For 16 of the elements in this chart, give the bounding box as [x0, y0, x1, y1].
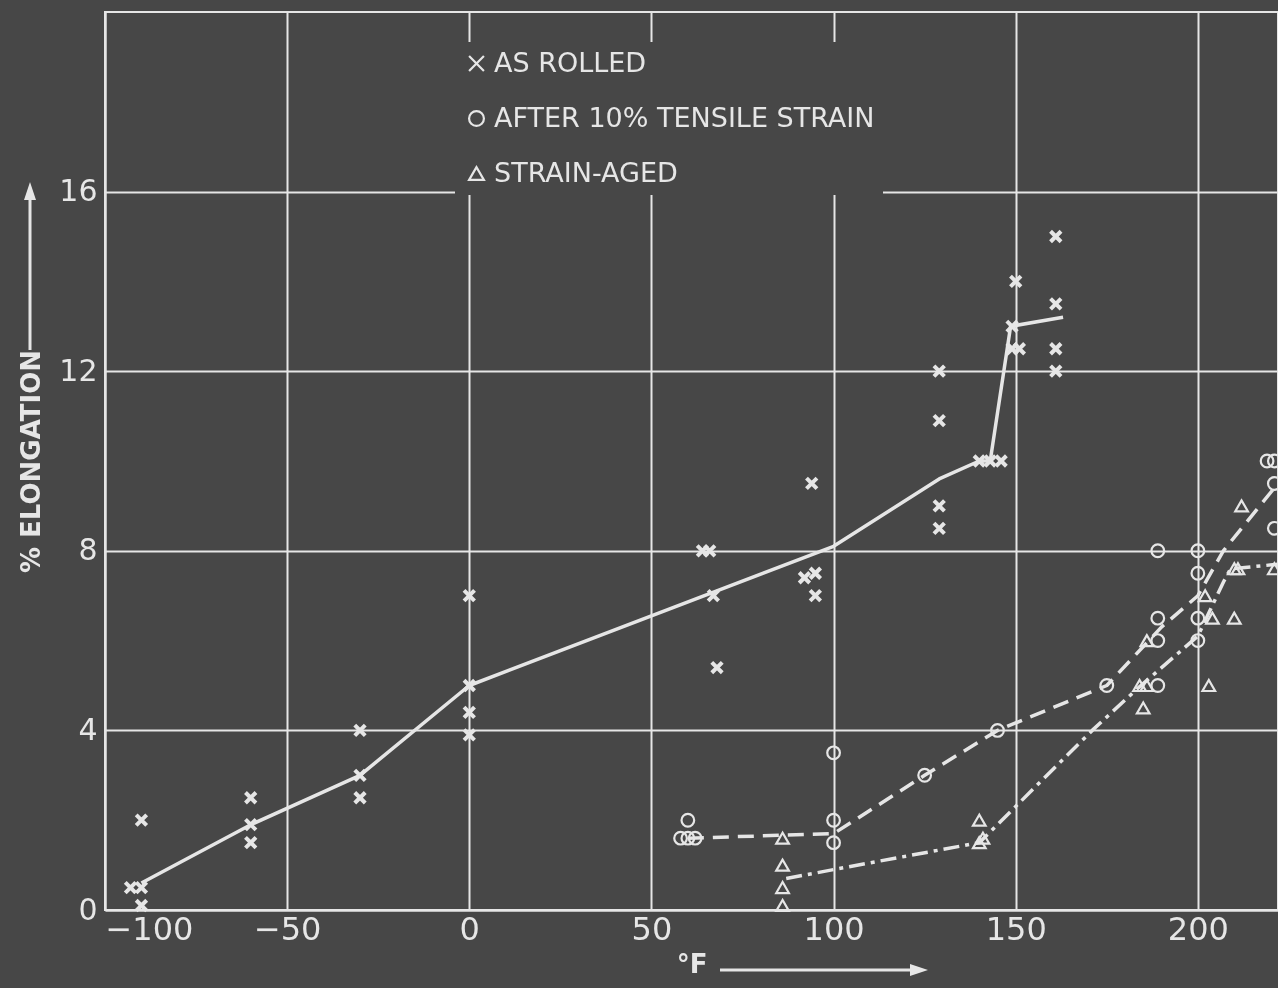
y-tick-label: 4 [78, 711, 98, 747]
legend-label: AFTER 10% TENSILE STRAIN [494, 101, 875, 133]
y-axis-title: % ELONGATION [16, 349, 47, 574]
x-tick-label: 100 [803, 909, 865, 948]
y-tick-label: 16 [59, 173, 98, 209]
x-tick-label: 200 [1167, 909, 1229, 948]
legend-label: STRAIN-AGED [494, 156, 678, 188]
y-tick-label: 8 [78, 532, 98, 568]
x-tick-label: 0 [459, 909, 480, 948]
legend-label: AS ROLLED [494, 46, 647, 78]
y-tick-label: 12 [59, 352, 98, 388]
x-tick-label: 50 [631, 909, 673, 948]
x-axis-title: °F [676, 948, 708, 979]
x-tick-label: 150 [985, 909, 1047, 948]
x-tick-label: −100 [105, 909, 194, 948]
x-tick-label: −50 [253, 909, 322, 948]
